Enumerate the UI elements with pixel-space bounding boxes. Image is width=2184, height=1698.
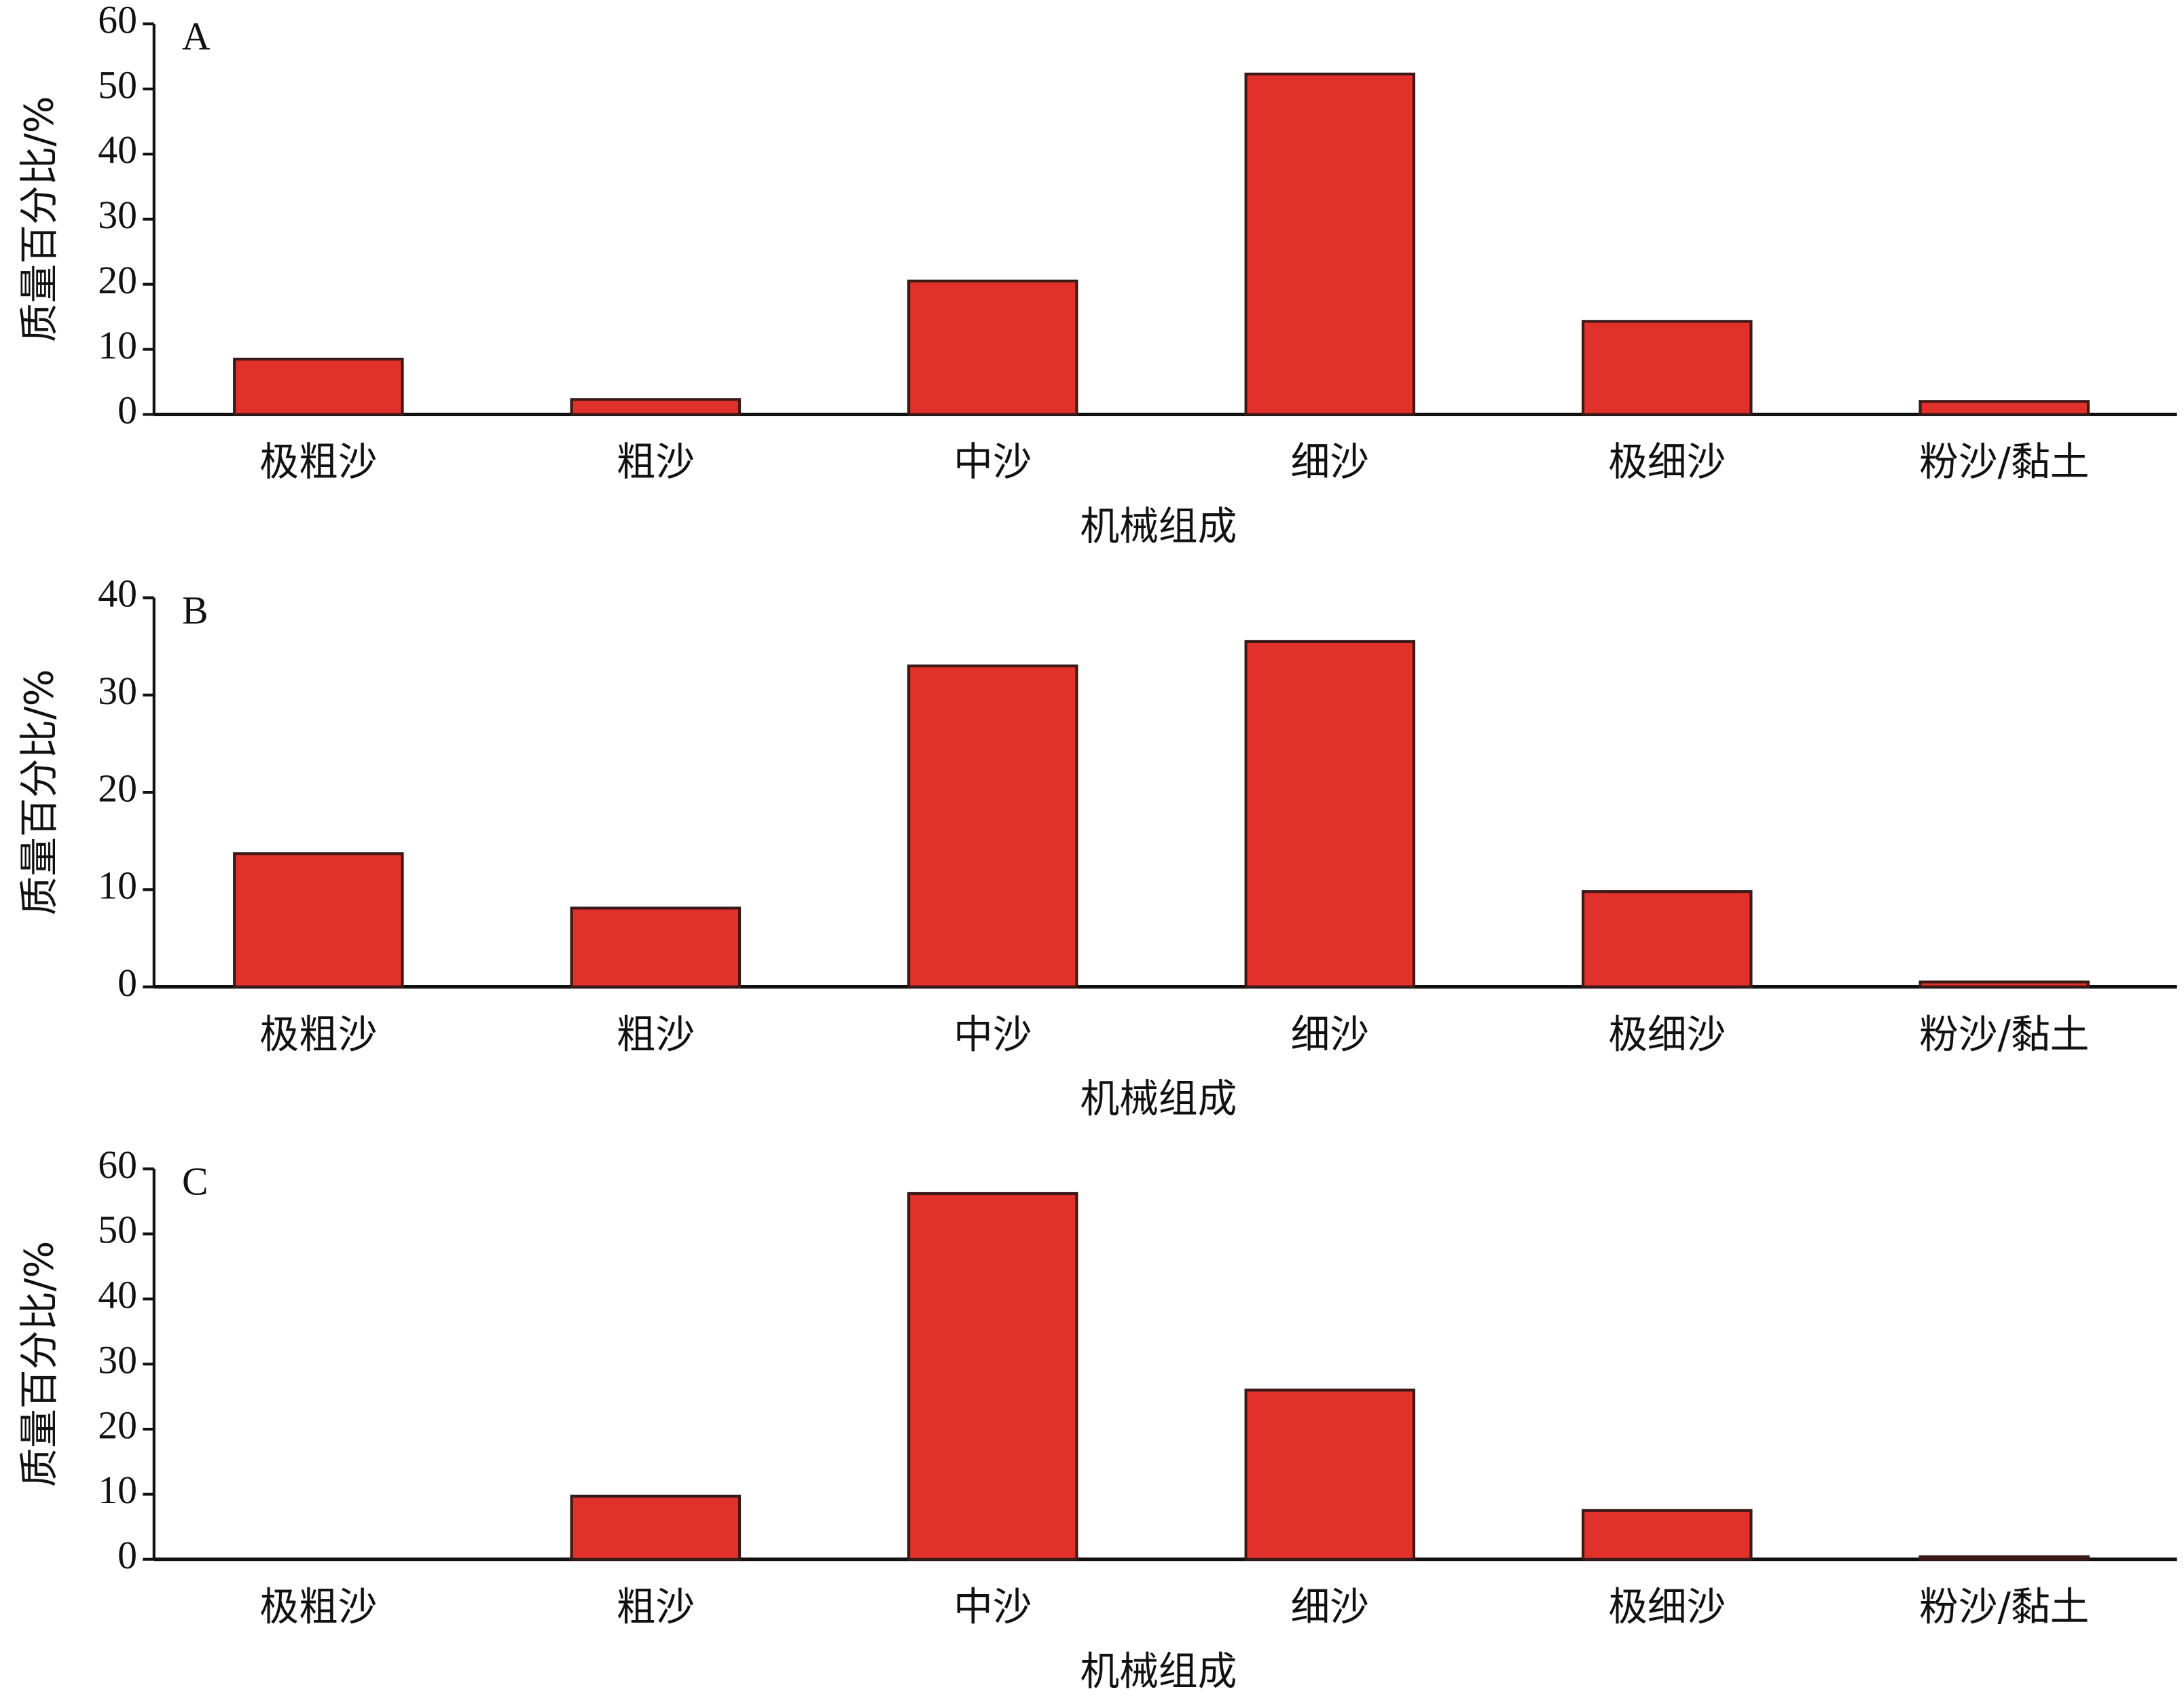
y-tick-label: 50 [98, 1209, 137, 1252]
panel-label: A [182, 16, 211, 58]
y-tick-label: 10 [98, 865, 137, 908]
y-tick-label: 30 [98, 1339, 137, 1382]
y-tick-label: 0 [117, 1534, 137, 1577]
y-tick-label: 10 [98, 325, 137, 367]
x-tick-label: 极细沙 [1608, 1011, 1726, 1057]
x-tick-label: 粉沙/黏土 [1919, 1584, 2089, 1630]
x-tick-label: 中沙 [953, 439, 1032, 485]
x-axis-title: 机械组成 [1080, 503, 1237, 549]
x-tick-label: 粉沙/黏土 [1919, 439, 2089, 485]
bar [1244, 640, 1416, 989]
bar [570, 906, 742, 989]
y-tick-label: 0 [117, 962, 137, 1005]
y-axis-title: 质量百分比/% [16, 669, 62, 916]
bar [233, 852, 404, 989]
y-tick-label: 30 [98, 194, 137, 237]
bar [907, 664, 1078, 989]
y-tick-label: 40 [98, 573, 137, 616]
y-tick-label: 20 [98, 767, 137, 810]
bar [1582, 890, 1753, 989]
y-tick-label: 30 [98, 670, 137, 713]
panel-label: C [182, 1161, 208, 1204]
bar [1244, 72, 1416, 416]
y-tick-label: 20 [98, 1404, 137, 1447]
bar [1918, 400, 2090, 416]
x-tick-label: 极粗沙 [259, 439, 377, 485]
bar [1244, 1388, 1416, 1561]
y-tick-label: 60 [98, 1144, 137, 1187]
x-tick-label: 粗沙 [617, 439, 695, 485]
panel-label: B [182, 589, 208, 632]
x-tick-label: 粗沙 [617, 1011, 695, 1057]
y-tick-label: 40 [98, 129, 137, 172]
bar [1918, 1555, 2090, 1561]
x-tick-label: 细沙 [1291, 1011, 1369, 1057]
x-tick-label: 极细沙 [1608, 1584, 1726, 1630]
x-axis-title: 机械组成 [1080, 1075, 1237, 1122]
bar [1918, 980, 2090, 989]
y-axis-title: 质量百分比/% [16, 1241, 62, 1488]
x-tick-label: 粗沙 [617, 1584, 695, 1630]
x-axis-title: 机械组成 [1080, 1648, 1237, 1694]
x-tick-label: 细沙 [1291, 1584, 1369, 1630]
y-tick-label: 60 [98, 0, 137, 41]
y-tick-label: 40 [98, 1274, 137, 1317]
y-axis-title: 质量百分比/% [16, 96, 62, 342]
bar [1582, 1509, 1753, 1561]
x-tick-label: 中沙 [953, 1584, 1032, 1630]
y-tick-label: 50 [98, 64, 137, 107]
bar [907, 1192, 1078, 1561]
x-tick-label: 细沙 [1291, 439, 1369, 485]
bar [907, 279, 1078, 416]
x-tick-label: 中沙 [953, 1011, 1032, 1057]
y-tick-label: 20 [98, 259, 137, 302]
bar [570, 398, 742, 416]
y-tick-label: 10 [98, 1469, 137, 1512]
bar [233, 357, 404, 416]
bar [1582, 320, 1753, 416]
x-tick-label: 极粗沙 [259, 1011, 377, 1057]
x-tick-label: 极粗沙 [259, 1584, 377, 1630]
y-tick-label: 0 [117, 390, 137, 432]
bar [570, 1494, 742, 1561]
x-tick-label: 极细沙 [1608, 439, 1726, 485]
x-tick-label: 粉沙/黏土 [1919, 1011, 2089, 1057]
